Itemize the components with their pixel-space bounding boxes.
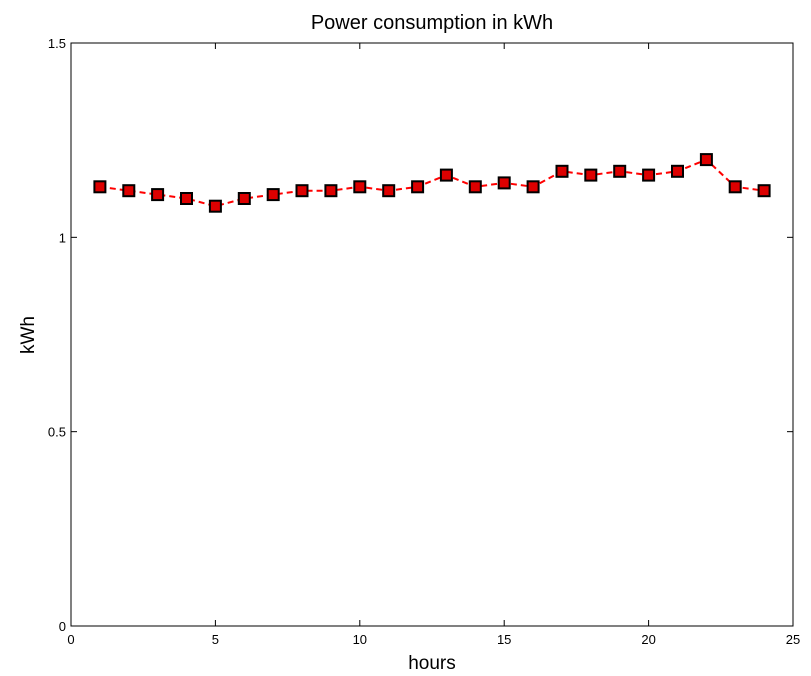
data-point bbox=[728, 180, 742, 194]
data-point bbox=[642, 168, 656, 182]
data-point bbox=[439, 168, 453, 182]
axis-ticks: 0 5 10 15 20 25 0 0.5 1 1.5 bbox=[48, 36, 800, 647]
series-layer bbox=[93, 153, 771, 213]
chart-title: Power consumption in kWh bbox=[311, 12, 553, 34]
data-point bbox=[295, 184, 309, 198]
data-point bbox=[757, 184, 771, 198]
y-tick-label: 1 bbox=[59, 230, 66, 245]
y-tick-label: 0 bbox=[59, 619, 66, 634]
data-point bbox=[468, 180, 482, 194]
x-tick-label: 10 bbox=[353, 632, 367, 647]
x-axis-label: hours bbox=[408, 653, 456, 674]
data-point bbox=[93, 180, 107, 194]
x-tick-label: 25 bbox=[786, 632, 800, 647]
data-point bbox=[122, 184, 136, 198]
data-point bbox=[324, 184, 338, 198]
y-axis-label: kWh bbox=[18, 316, 39, 354]
data-point bbox=[497, 176, 511, 190]
data-point bbox=[411, 180, 425, 194]
data-point bbox=[584, 168, 598, 182]
data-point bbox=[382, 184, 396, 198]
data-point bbox=[613, 164, 627, 178]
plot-area bbox=[70, 42, 794, 627]
data-point bbox=[699, 153, 713, 167]
data-point bbox=[151, 188, 165, 202]
data-point bbox=[353, 180, 367, 194]
x-tick-label: 20 bbox=[641, 632, 655, 647]
x-tick-label: 15 bbox=[497, 632, 511, 647]
data-point bbox=[555, 164, 569, 178]
x-tick-label: 0 bbox=[67, 632, 74, 647]
data-point bbox=[237, 192, 251, 205]
data-point bbox=[266, 188, 280, 202]
y-tick-label: 0.5 bbox=[48, 425, 66, 440]
data-point bbox=[208, 199, 222, 213]
data-point bbox=[671, 164, 684, 178]
y-tick-label: 1.5 bbox=[48, 36, 66, 51]
data-point bbox=[526, 180, 540, 194]
data-point bbox=[180, 192, 193, 205]
x-tick-label: 5 bbox=[212, 632, 219, 647]
